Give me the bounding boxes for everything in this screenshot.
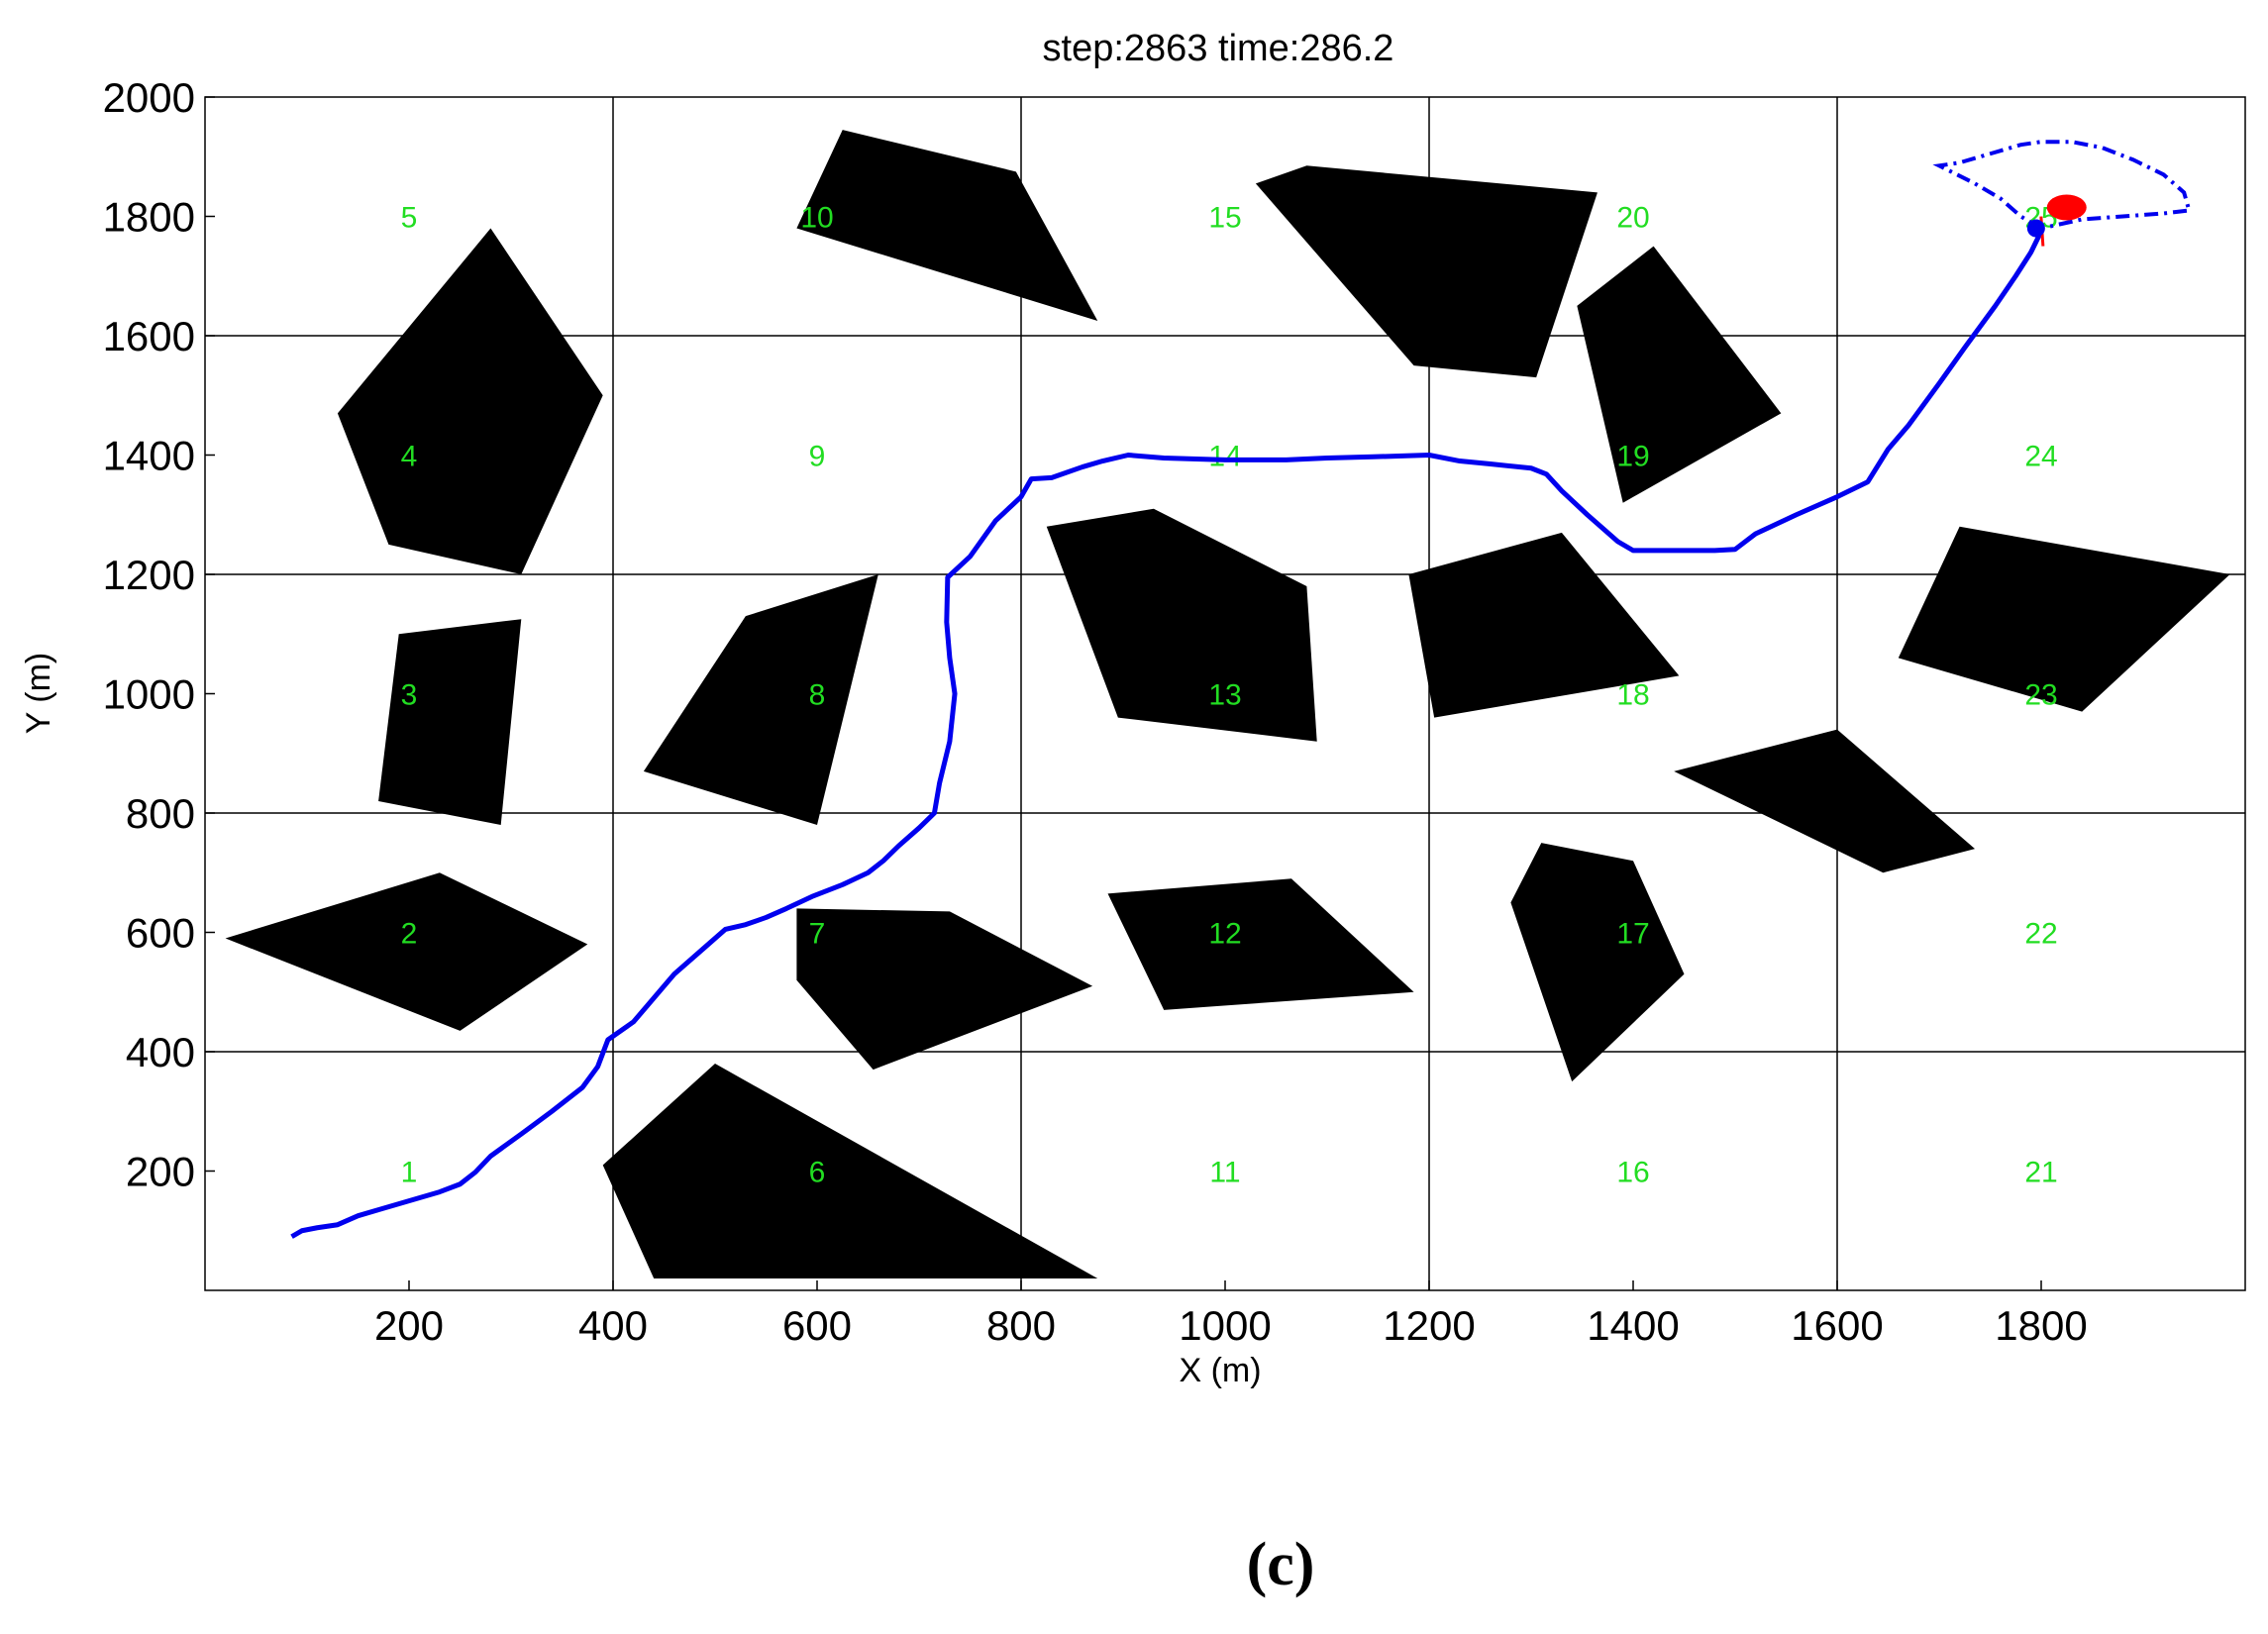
cell-label-7: 7 bbox=[809, 918, 826, 951]
obstacle-12 bbox=[1577, 246, 1782, 503]
chart-title: step:2863 time:286.2 bbox=[1043, 28, 1394, 69]
cell-label-14: 14 bbox=[1208, 441, 1241, 473]
x-axis-ticks: 200 400 600 800 1000 1200 1400 1600 1800 bbox=[374, 1280, 2088, 1349]
x-tick-label-200: 200 bbox=[374, 1302, 444, 1349]
obstacle-6 bbox=[796, 908, 1093, 1071]
markers-layer bbox=[2026, 194, 2087, 247]
x-tick-label-1200: 1200 bbox=[1383, 1302, 1475, 1349]
cell-label-23: 23 bbox=[2024, 679, 2057, 712]
y-tick-label-1400: 1400 bbox=[103, 433, 195, 479]
y-tick-label-800: 800 bbox=[126, 790, 195, 837]
obstacle-9 bbox=[1107, 878, 1414, 1010]
y-tick-label-1200: 1200 bbox=[103, 552, 195, 598]
y-tick-label-1600: 1600 bbox=[103, 313, 195, 359]
cell-label-22: 22 bbox=[2024, 918, 2057, 951]
obstacle-2 bbox=[337, 228, 603, 575]
cell-label-9: 9 bbox=[809, 441, 826, 473]
cell-label-2: 2 bbox=[401, 918, 418, 951]
cell-label-1: 1 bbox=[401, 1157, 418, 1189]
cell-label-17: 17 bbox=[1616, 918, 1649, 951]
obstacle-3 bbox=[378, 619, 522, 826]
x-axis-label: X (m) bbox=[1179, 1352, 1261, 1389]
cell-label-4: 4 bbox=[401, 441, 418, 473]
x-tick-label-600: 600 bbox=[782, 1302, 852, 1349]
y-tick-label-400: 400 bbox=[126, 1029, 195, 1075]
figure-caption: (c) bbox=[1247, 1531, 1315, 1598]
cell-label-12: 12 bbox=[1208, 918, 1241, 951]
cell-label-24: 24 bbox=[2024, 441, 2057, 473]
x-tick-label-1000: 1000 bbox=[1179, 1302, 1271, 1349]
y-tick-label-1800: 1800 bbox=[103, 194, 195, 241]
cell-label-3: 3 bbox=[401, 679, 418, 712]
x-tick-label-1400: 1400 bbox=[1587, 1302, 1679, 1349]
cell-label-5: 5 bbox=[401, 202, 418, 235]
cell-label-10: 10 bbox=[800, 202, 833, 235]
obstacle-15 bbox=[1898, 526, 2230, 712]
grid-lines bbox=[205, 97, 2245, 1290]
cell-label-18: 18 bbox=[1616, 679, 1649, 712]
cell-label-20: 20 bbox=[1616, 202, 1649, 235]
cell-label-13: 13 bbox=[1208, 679, 1241, 712]
cell-label-6: 6 bbox=[809, 1157, 826, 1189]
y-tick-label-200: 200 bbox=[126, 1149, 195, 1195]
robot-path-layer bbox=[290, 230, 2044, 1239]
x-tick-label-1600: 1600 bbox=[1791, 1302, 1883, 1349]
x-tick-label-800: 800 bbox=[986, 1302, 1056, 1349]
obstacle-1 bbox=[225, 872, 588, 1031]
cell-labels-layer: 1234567891011121314151617181920212223242… bbox=[401, 202, 2058, 1189]
cell-label-8: 8 bbox=[809, 679, 826, 712]
y-tick-label-600: 600 bbox=[126, 910, 195, 957]
obstacle-14 bbox=[1674, 729, 1976, 873]
obstacle-5 bbox=[643, 574, 878, 826]
robot-marker bbox=[2026, 219, 2045, 238]
obstacle-10 bbox=[1255, 165, 1598, 378]
obstacle-8 bbox=[1046, 508, 1317, 742]
obstacle-11 bbox=[1408, 532, 1680, 718]
cell-label-19: 19 bbox=[1616, 441, 1649, 473]
robot-path bbox=[290, 230, 2044, 1239]
cell-label-16: 16 bbox=[1616, 1157, 1649, 1189]
obstacle-4 bbox=[796, 130, 1098, 321]
y-axis-label: Y (m) bbox=[20, 653, 57, 734]
y-tick-label-2000: 2000 bbox=[103, 74, 195, 121]
obstacle-13 bbox=[1510, 843, 1685, 1082]
cell-label-11: 11 bbox=[1209, 1157, 1240, 1189]
x-tick-label-400: 400 bbox=[578, 1302, 648, 1349]
cell-label-21: 21 bbox=[2024, 1157, 2057, 1189]
cell-label-15: 15 bbox=[1208, 202, 1241, 235]
x-tick-label-1800: 1800 bbox=[1995, 1302, 2087, 1349]
y-axis-ticks: 200 400 600 800 1000 1200 1400 1600 1800 2000 bbox=[103, 74, 215, 1195]
target-marker bbox=[2046, 194, 2087, 221]
obstacle-7 bbox=[602, 1064, 1098, 1278]
obstacles-layer bbox=[225, 130, 2230, 1278]
y-tick-label-1000: 1000 bbox=[103, 671, 195, 718]
